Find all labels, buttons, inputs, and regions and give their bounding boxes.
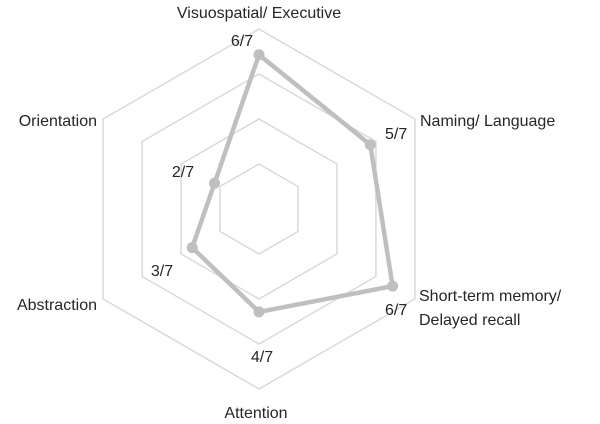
value-label-abstraction: 3/7 (151, 263, 173, 280)
data-point-attention (253, 306, 265, 318)
axis-label-abstraction: Abstraction (17, 297, 97, 314)
data-point-naming (364, 139, 376, 151)
grid-ring-3 (141, 73, 377, 345)
data-point-memory (387, 280, 399, 292)
value-label-orientation: 2/7 (172, 164, 194, 181)
value-label-visuospatial: 6/7 (231, 33, 253, 50)
value-label-attention: 4/7 (251, 349, 273, 366)
grid-ring-2 (180, 118, 338, 300)
labels: Visuospatial/ Executive 6/7 Naming/ Langua… (17, 5, 562, 422)
axis-label-attention: Attention (224, 405, 287, 422)
axis-label-line: Short-term memory/ (419, 288, 562, 305)
grid-ring-4 (102, 28, 416, 390)
data-point-abstraction (186, 242, 198, 254)
series (186, 49, 399, 318)
axis-label-naming: Naming/ Language (420, 113, 555, 130)
axis-label-memory: Short-term memory/Delayed recall (419, 288, 562, 329)
axis-label-visuospatial: Visuospatial/ Executive (177, 5, 341, 22)
value-label-memory: 6/7 (385, 302, 407, 319)
axis-label-line: Delayed recall (419, 312, 520, 329)
axis-label-line: Visuospatial/ Executive (177, 5, 341, 22)
axis-label-line: Abstraction (17, 297, 97, 314)
axis-label-line: Attention (224, 405, 287, 422)
data-point-visuospatial (253, 49, 265, 61)
axis-label-line: Naming/ Language (420, 113, 555, 130)
axis-label-line: Orientation (19, 113, 97, 130)
grid-ring-1 (219, 163, 299, 255)
grid-rings (102, 28, 416, 390)
data-point-orientation (209, 177, 220, 189)
axis-label-orientation: Orientation (19, 113, 97, 130)
value-label-naming: 5/7 (385, 126, 407, 143)
